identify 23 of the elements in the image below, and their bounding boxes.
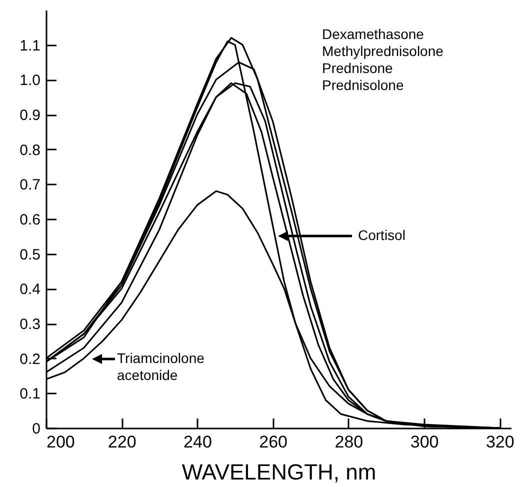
x-tick-label: 240 [184, 432, 212, 452]
y-tick-label: 1.0 [20, 72, 40, 90]
x-tick-label: 320 [486, 432, 514, 452]
y-tick-label: 0.1 [20, 386, 40, 403]
y-tick-label: 0.3 [20, 316, 40, 333]
y-tick-label: 0.2 [20, 350, 40, 368]
x-tick-label: 200 [46, 432, 75, 452]
y-tick-label: 0.5 [20, 246, 40, 264]
annotation: Cortisol [358, 227, 406, 243]
x-tick-label: 260 [259, 432, 288, 452]
x-tick-label: 300 [410, 432, 439, 452]
x-axis-title: WAVELENGTH, nm [182, 460, 376, 484]
y-tick-label: 0.4 [20, 281, 40, 298]
x-tick-label: 280 [334, 432, 364, 452]
y-tick-label: 0 [32, 420, 40, 438]
annotation: Dexamethasone Methylprednisolone Prednisone Prednisolone [322, 26, 444, 93]
y-tick-label: 1.1 [20, 37, 40, 54]
annotation: Triamcinolone acetonide [117, 350, 205, 383]
y-tick-label: 0.9 [20, 107, 40, 124]
y-tick-label: 0.6 [20, 212, 40, 228]
y-tick-label: 0.7 [20, 176, 40, 194]
x-tick-label: 220 [108, 432, 136, 452]
y-tick-label: 0.8 [20, 142, 40, 159]
